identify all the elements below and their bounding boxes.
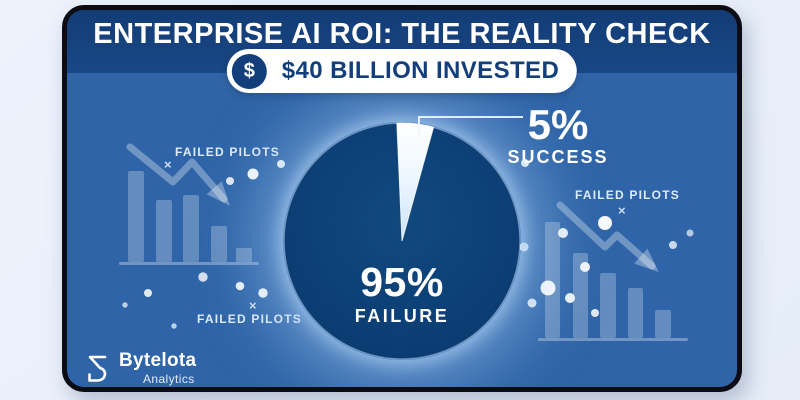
declining-bars-left-icon <box>119 143 285 329</box>
dollar-icon: $ <box>231 53 267 89</box>
pie-chart: 95% FAILURE <box>272 111 532 371</box>
failure-label: FAILURE <box>354 306 450 326</box>
brand-subtitle: Analytics <box>143 371 195 386</box>
brand-name: Bytelota <box>119 350 197 371</box>
infographic-card: ENTERPRISE AI ROI: THE REALITY CHECK $ $… <box>62 5 742 392</box>
pie-svg <box>283 122 521 360</box>
invested-badge-label: $40 BILLION INVESTED <box>281 57 560 84</box>
failed-pilots-label-right: FAILED PILOTS <box>575 188 680 202</box>
brand-logo: Bytelota Analytics <box>84 351 196 386</box>
x-mark-icon: × <box>164 157 172 172</box>
failure-callout: 95% FAILURE <box>272 262 532 327</box>
dots-decoration <box>520 216 694 317</box>
declining-bars-right-icon <box>520 201 694 341</box>
success-percent: 5% <box>527 101 589 148</box>
leader-line <box>418 116 523 137</box>
dot-decoration <box>521 159 529 167</box>
x-mark-icon: × <box>249 298 257 313</box>
dots-decoration <box>122 160 285 329</box>
page-title: ENTERPRISE AI ROI: THE REALITY CHECK <box>93 18 711 50</box>
success-callout: 5% SUCCESS <box>503 104 613 168</box>
bytelota-logo-icon <box>88 355 107 382</box>
invested-badge: $ $40 BILLION INVESTED <box>226 49 578 93</box>
brand-text: Bytelota Analytics <box>119 351 196 386</box>
x-mark-icon: × <box>618 203 626 218</box>
failed-pilots-label-left-bottom: FAILED PILOTS <box>197 312 302 326</box>
success-slice <box>396 122 435 242</box>
success-label: SUCCESS <box>507 147 609 167</box>
failed-pilots-label-left-top: FAILED PILOTS <box>175 145 280 159</box>
dollar-glyph: $ <box>243 59 255 82</box>
failure-percent: 95% <box>360 259 444 305</box>
